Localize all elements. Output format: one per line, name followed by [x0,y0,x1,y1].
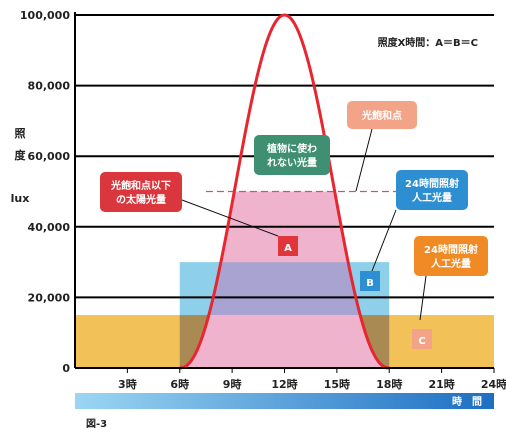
region-marker [278,236,298,256]
callout-text: 植物に使わ [266,142,317,155]
callout-text: 24時間照射 [405,177,459,190]
x-tick-label: 21時 [428,377,454,391]
callout-box [396,170,468,210]
callout-text: 人工光量 [431,257,471,270]
y-axis-unit: lux [11,192,30,205]
callout-leader [181,199,279,237]
y-tick-label: 20,000 [28,291,71,304]
x-tick-label: 18時 [376,377,402,391]
callout-text: の太陽光量 [116,193,166,206]
region-label: B [366,278,374,289]
figure-label: 図-3 [86,418,107,430]
callout-text: 24時間照射 [424,243,478,256]
callout-box [347,101,417,129]
region-marker [360,271,380,291]
x-tick-label: 3時 [118,377,137,391]
x-tick-label: 15時 [324,377,350,391]
callout-text: 光飽和点以下 [110,179,171,192]
callout-leader [419,275,427,321]
callout-box [414,236,488,276]
x-axis-title: 時 間 [452,395,482,408]
time-bar [75,393,494,409]
y-axis-title-2: 度 [15,148,27,162]
y-tick-label: 0 [62,362,70,375]
y-tick-label: 40,000 [28,221,71,234]
region-marker [412,329,432,349]
curve-a [179,13,390,370]
formula-text: 照度X時間：A＝B＝C [378,36,478,49]
area-a-b-overlap [208,262,361,316]
region-label: C [418,336,425,347]
y-tick-label: 80,000 [28,80,71,93]
callout-box [254,135,330,175]
y-axis-title-1: 照 [15,127,26,140]
callout-text: 人工光量 [412,191,452,204]
callout-text: れない光量 [267,156,317,169]
x-tick-label: 6時 [170,377,189,391]
y-tick-label: 60,000 [28,150,71,163]
x-tick-label: 24時 [481,377,506,391]
callout-leader [371,209,397,272]
x-tick-label: 12時 [271,377,297,391]
callout-leader [355,128,373,192]
y-tick-label: 100,000 [20,9,70,22]
callout-text: 光飽和点 [361,109,402,122]
region-label: A [284,243,292,254]
x-tick-label: 9時 [223,377,242,391]
callout-box [100,172,182,212]
